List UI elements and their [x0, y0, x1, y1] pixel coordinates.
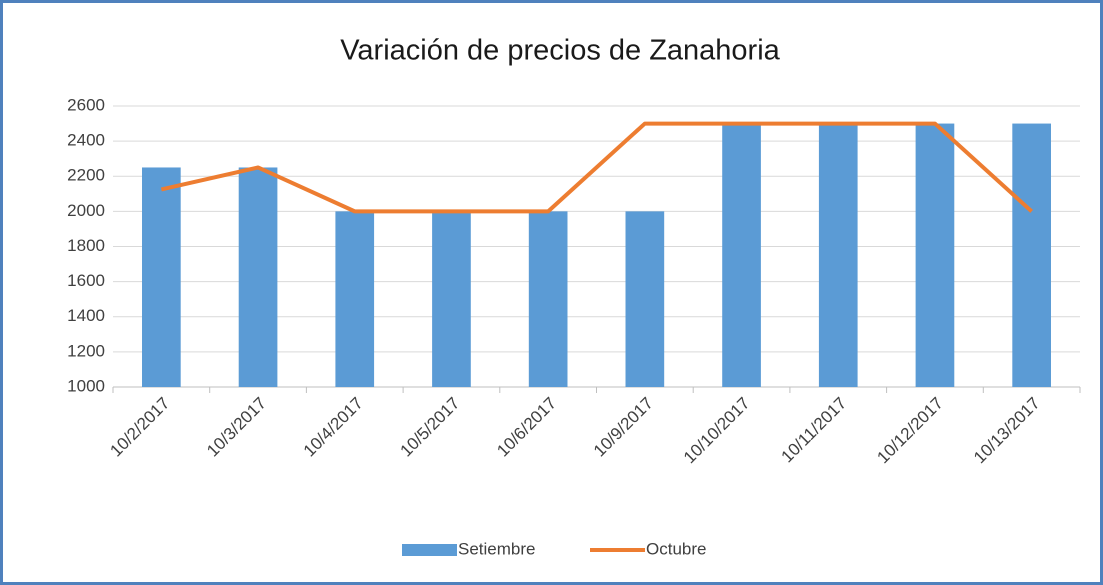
bar: [528, 211, 568, 387]
y-tick-label: 2000: [67, 201, 105, 220]
y-tick-label: 1600: [67, 271, 105, 290]
bar: [432, 211, 471, 387]
bar: [818, 123, 858, 387]
y-tick-label: 1000: [67, 376, 105, 395]
bar: [915, 123, 955, 387]
legend-swatch: [402, 544, 457, 556]
y-tick-label: 2600: [67, 95, 105, 114]
line: [160, 121, 1033, 214]
y-tick-label: 1400: [67, 306, 105, 325]
y-tick-label: 2400: [67, 131, 105, 150]
chart-title: Variación de precios de Zanahoria: [340, 35, 780, 67]
bar: [1012, 123, 1051, 387]
bar: [722, 123, 761, 387]
bar: [238, 167, 278, 387]
bar: [142, 167, 181, 387]
legend-label: Octubre: [646, 539, 706, 558]
bar: [625, 211, 665, 387]
legend-label: Setiembre: [458, 539, 535, 558]
y-tick-label: 2200: [67, 166, 105, 185]
bar: [335, 211, 375, 387]
y-tick-label: 1800: [67, 236, 105, 255]
y-tick-label: 1200: [67, 341, 105, 360]
